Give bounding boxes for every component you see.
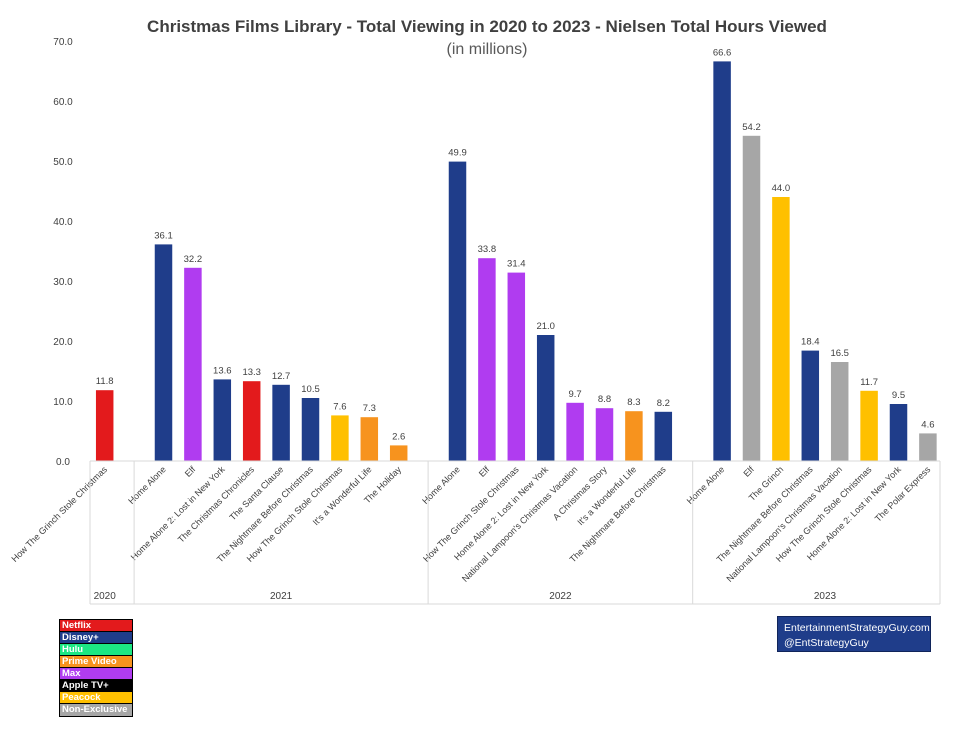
y-tick-label: 40.0: [53, 217, 73, 228]
data-label: 4.6: [921, 419, 934, 430]
category-label: Elf: [741, 464, 756, 479]
platform-legend: Netflix Disney+ Hulu Prime Video Max Apple TV…: [59, 619, 133, 717]
data-label: 54.2: [742, 122, 761, 133]
credit-box: EntertainmentStrategyGuy.com @EntStrateg…: [777, 616, 931, 652]
data-label: 49.9: [448, 148, 467, 159]
bar: [95, 390, 114, 461]
chart-subtitle: (in millions): [447, 41, 528, 58]
bar: [272, 384, 290, 461]
bar: [184, 267, 202, 461]
y-tick-label: 30.0: [53, 277, 73, 288]
bar: [713, 61, 731, 462]
category-label: Home Alone: [420, 464, 462, 506]
category-label: A Christmas Story: [551, 464, 609, 522]
bar: [595, 408, 614, 461]
bar: [389, 445, 408, 461]
legend-item: Netflix: [60, 620, 132, 632]
legend-item: Non-Exclusive: [60, 704, 132, 716]
data-label: 33.8: [478, 244, 497, 255]
category-label: National Lampoon's Christmas Vacation: [725, 464, 845, 584]
category-label: National Lampoon's Christmas Vacation: [460, 464, 580, 584]
bar: [742, 135, 761, 462]
legend-item: Prime Video: [60, 656, 132, 668]
bar: [507, 272, 526, 461]
bar: [448, 161, 467, 461]
data-label: 9.7: [568, 389, 581, 400]
data-label: 8.3: [627, 397, 640, 408]
legend-item: Max: [60, 668, 132, 680]
y-axis: 0.0 10.0 20.0 30.0 40.0 50.0 60.0 70.0: [53, 37, 73, 468]
bars-group: 11.8 36.1 32.2 13.6 13.3 12.7 10.5 7.6 7.3 2.6 49.…: [95, 47, 937, 462]
data-label: 66.6: [713, 47, 732, 58]
data-label: 7.3: [363, 403, 376, 414]
y-tick-label: 10.0: [53, 397, 73, 408]
bar: [154, 244, 173, 461]
category-label: Home Alone: [685, 464, 727, 506]
data-label: 44.0: [772, 183, 791, 194]
category-label: The Santa Clause: [227, 464, 285, 522]
category-label: Elf: [477, 464, 492, 479]
bar: [772, 197, 790, 461]
legend-item: Apple TV+: [60, 680, 132, 692]
bar: [301, 398, 320, 461]
bar: [860, 390, 878, 461]
data-label: 8.8: [598, 394, 611, 405]
data-label: 11.7: [860, 377, 878, 388]
y-tick-label: 20.0: [53, 337, 73, 348]
data-label: 31.4: [507, 259, 526, 270]
bar: [654, 411, 673, 461]
legend-item: Hulu: [60, 644, 132, 656]
bar: [331, 415, 349, 461]
credit-handle: @EntStrategyGuy: [784, 637, 869, 649]
legend-item: Peacock: [60, 692, 132, 704]
data-label: 7.6: [333, 401, 346, 412]
data-label: 13.6: [213, 365, 232, 376]
legend-item: Disney+: [60, 632, 132, 644]
bar: [801, 350, 820, 461]
credit-website: EntertainmentStrategyGuy.com: [784, 622, 930, 634]
bar: [536, 335, 555, 461]
category-label: Elf: [183, 464, 198, 479]
category-label: Home Alone: [126, 464, 168, 506]
data-label: 16.5: [830, 348, 849, 359]
bar: [889, 404, 908, 461]
y-tick-label: 60.0: [53, 97, 73, 108]
y-tick-label: 0.0: [56, 457, 70, 468]
chart-title: Christmas Films Library - Total Viewing …: [147, 17, 827, 36]
data-label: 12.7: [272, 371, 291, 382]
bar: [242, 381, 261, 461]
bar: [625, 411, 643, 461]
data-label: 36.1: [154, 230, 173, 241]
year-label: 2020: [94, 591, 117, 602]
y-tick-label: 50.0: [53, 157, 73, 168]
data-label: 2.6: [392, 431, 405, 442]
data-label: 8.2: [657, 398, 670, 409]
data-label: 13.3: [242, 367, 261, 378]
category-label: How The Grinch Stole Christmas: [9, 464, 109, 564]
year-label: 2023: [814, 591, 837, 602]
bar: [566, 402, 584, 461]
data-label: 18.4: [801, 337, 820, 348]
bar: [919, 433, 937, 461]
year-label: 2021: [270, 591, 293, 602]
data-label: 11.8: [96, 376, 114, 387]
y-tick-label: 70.0: [53, 37, 73, 48]
bar: [478, 258, 496, 461]
x-axis: How The Grinch Stole Christmas 2020 Home A…: [9, 460, 941, 605]
bar: [213, 379, 232, 461]
bar: [830, 362, 849, 461]
data-label: 9.5: [892, 390, 905, 401]
category-label: The Polar Express: [873, 464, 933, 524]
data-label: 21.0: [536, 321, 555, 332]
bar: [360, 417, 379, 461]
year-label: 2022: [549, 591, 572, 602]
data-label: 10.5: [301, 384, 320, 395]
data-label: 32.2: [184, 254, 203, 265]
